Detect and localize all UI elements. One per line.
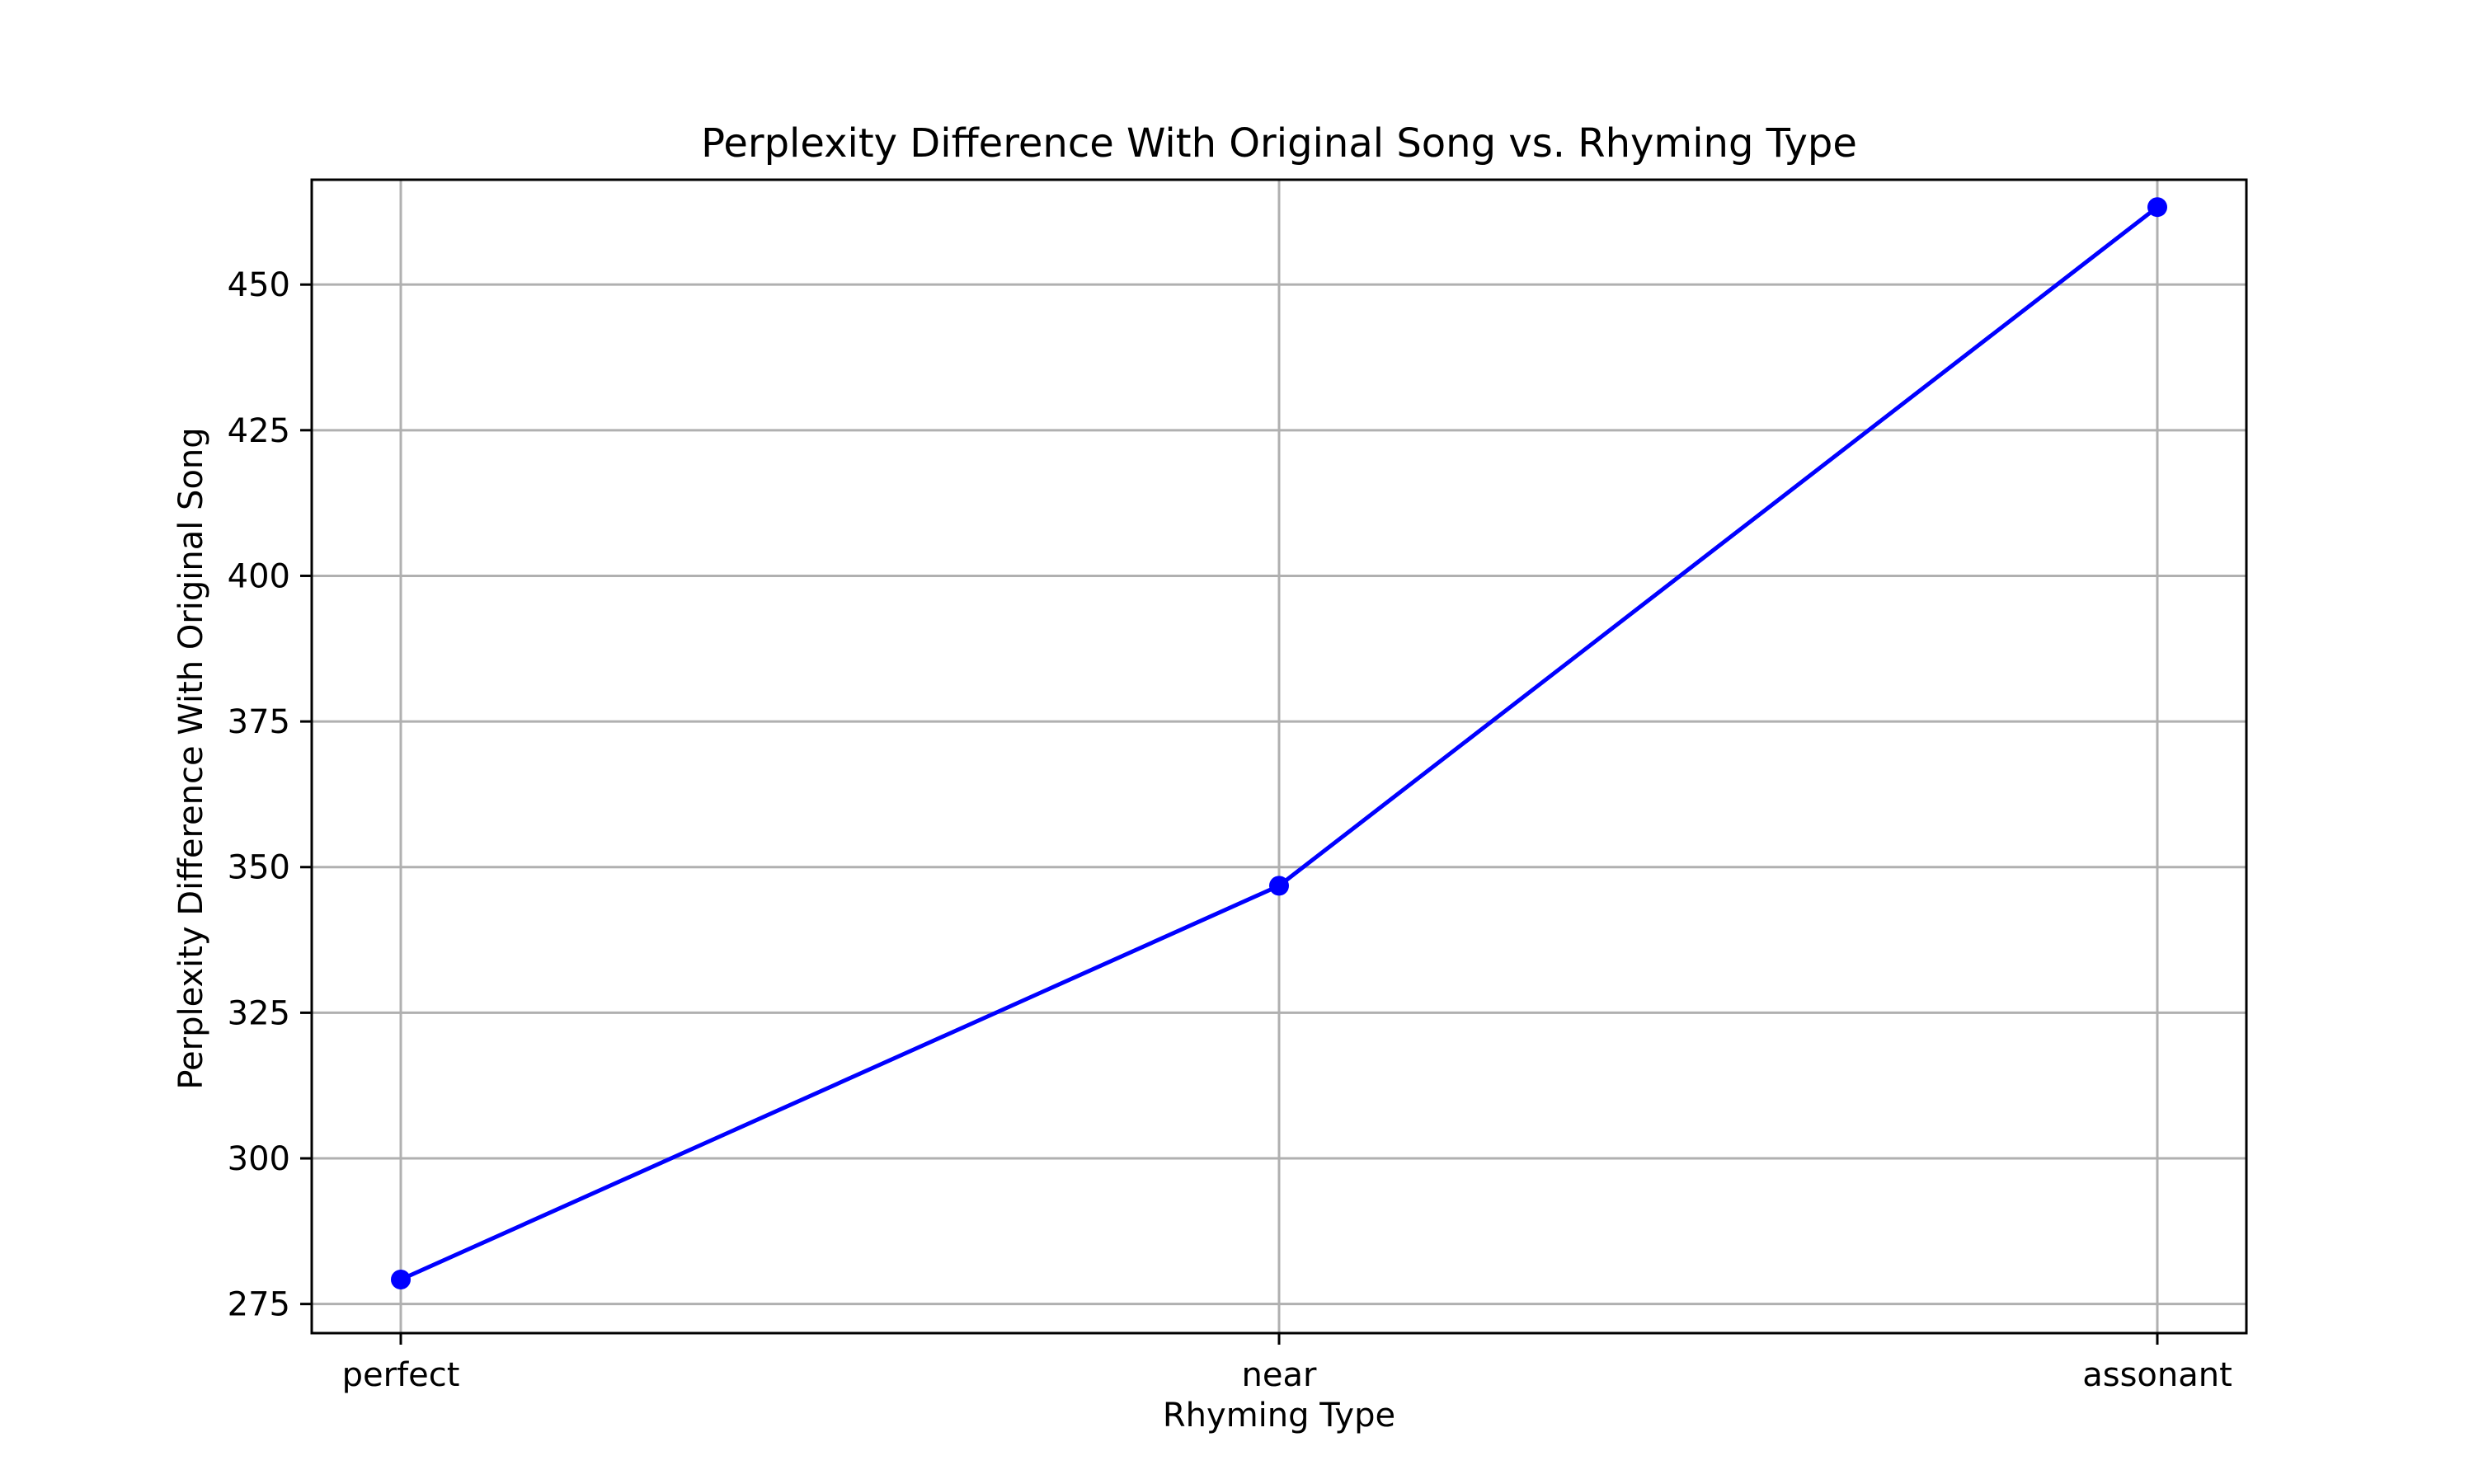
x-tick-label: near	[1242, 1356, 1317, 1394]
data-point-perfect	[391, 1269, 411, 1289]
series-layer	[391, 197, 2167, 1289]
y-tick-label: 450	[228, 266, 290, 304]
data-point-near	[1269, 876, 1289, 896]
y-tick-label: 350	[228, 849, 290, 887]
y-axis-label: Perplexity Difference With Original Song	[172, 427, 210, 1089]
x-tick-label: perfect	[342, 1356, 460, 1394]
y-tick-label: 400	[228, 557, 290, 595]
y-tick-label: 375	[228, 703, 290, 741]
chart-title: Perplexity Difference With Original Song…	[701, 120, 1857, 167]
y-tick-label: 300	[228, 1140, 290, 1178]
data-point-assonant	[2147, 197, 2167, 218]
y-tick-label: 275	[228, 1286, 290, 1324]
plot-frame	[310, 178, 2248, 1335]
x-axis-ticks: perfect near assonant	[342, 1333, 2232, 1394]
x-axis-label: Rhyming Type	[1163, 1397, 1395, 1435]
y-axis-ticks: 275 300 325 350 375 400 425 450	[228, 266, 312, 1324]
y-tick-label: 325	[228, 994, 290, 1032]
grid	[312, 180, 2246, 1333]
y-tick-label: 425	[228, 412, 290, 450]
x-tick-label: assonant	[2082, 1356, 2232, 1394]
